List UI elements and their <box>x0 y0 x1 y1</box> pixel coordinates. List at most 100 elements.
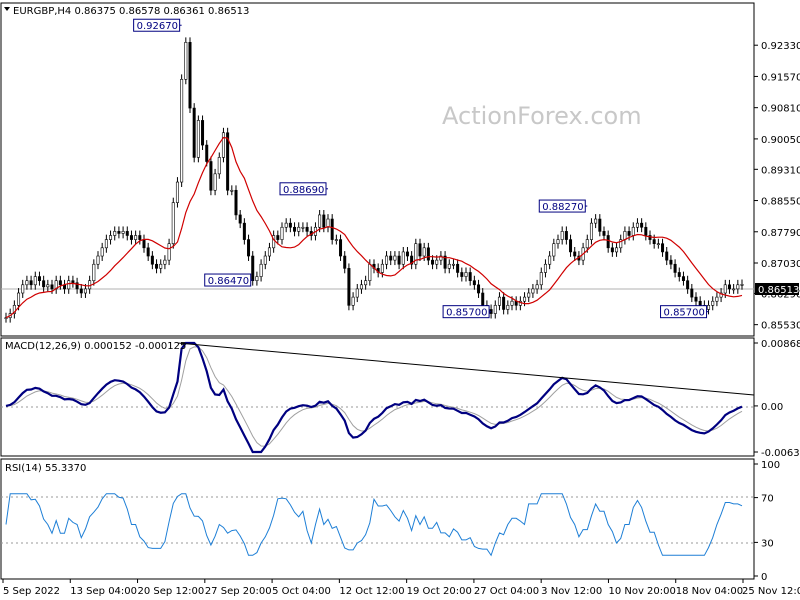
time-axis-label: 27 Sep 20:00 <box>205 586 272 597</box>
price-axis-label: 0.90050 <box>761 135 800 146</box>
candle-body <box>510 300 514 306</box>
macd-axis-label: 0.008686 <box>761 339 800 350</box>
candle-body <box>322 214 326 228</box>
candle-body <box>715 296 719 302</box>
candle-body <box>226 132 230 191</box>
candle-body <box>422 247 426 257</box>
candle-body <box>606 235 610 249</box>
time-axis-label: 12 Oct 12:00 <box>339 586 404 597</box>
candle-body <box>564 231 568 240</box>
candle-body <box>623 231 627 240</box>
candle-body <box>368 263 372 281</box>
candle-body <box>230 189 234 192</box>
candle-body <box>539 272 543 286</box>
candle-body <box>29 280 33 286</box>
candle-body <box>589 222 593 240</box>
candle-body <box>134 235 138 240</box>
time-axis-label: 5 Sep 2022 <box>3 586 60 597</box>
annotation-label: 0.85700 <box>446 308 487 319</box>
candle-body <box>405 251 409 257</box>
candle-body <box>661 243 665 253</box>
candle-body <box>359 284 363 290</box>
candle-body <box>401 251 405 265</box>
macd-panel-frame <box>0 337 755 457</box>
candle-body <box>573 251 577 257</box>
candle-body <box>21 284 25 294</box>
last-price-badge: 0.86513 <box>755 283 799 296</box>
candle-body <box>732 288 736 291</box>
candle-body <box>456 263 460 273</box>
time-axis-label: 3 Nov 12:00 <box>541 586 602 597</box>
candle-body <box>247 239 251 257</box>
rsi-axis-label: 0 <box>761 572 767 583</box>
candle-body <box>364 280 368 286</box>
candle-body <box>180 79 184 183</box>
price-axis-label: 0.91570 <box>761 72 800 83</box>
candle-body <box>410 255 414 265</box>
candle-body <box>460 272 464 277</box>
candle-body <box>468 272 472 281</box>
price-axis-label: 0.87790 <box>761 228 800 239</box>
annotation-label: 0.86470 <box>208 276 249 287</box>
candle-body <box>690 288 694 298</box>
candle-body <box>439 255 443 261</box>
candle-body <box>464 272 468 277</box>
header-arrow-icon <box>4 7 10 11</box>
candle-body <box>205 144 209 162</box>
candle-body <box>234 189 238 216</box>
candle-body <box>506 305 510 310</box>
candle-body <box>92 263 96 281</box>
candle-body <box>71 280 75 284</box>
rsi-header: RSI(14) 55.3370 <box>5 463 86 474</box>
candle-body <box>598 218 602 232</box>
candle-body <box>669 259 673 265</box>
annotation-label: 0.88690 <box>283 185 324 196</box>
rsi-axis-label: 70 <box>761 494 774 505</box>
time-axis-label: 10 Nov 20:00 <box>608 586 675 597</box>
candle-body <box>305 226 309 232</box>
candle-body <box>217 157 221 175</box>
candle-body <box>635 222 639 228</box>
candle-body <box>610 247 614 253</box>
candle-body <box>727 284 731 290</box>
candle-body <box>109 235 113 240</box>
price-axis-label: 0.85530 <box>761 321 800 332</box>
candle-body <box>552 243 556 257</box>
candle-body <box>397 255 401 265</box>
candle-body <box>451 263 455 266</box>
macd-header: MACD(12,26,9) 0.000152 -0.000125 <box>5 341 186 352</box>
candle-body <box>284 222 288 228</box>
macd-axis-label: -0.006363 <box>761 448 800 459</box>
candle-body <box>435 259 439 265</box>
candle-body <box>33 276 37 286</box>
candle-body <box>711 300 715 306</box>
candle-body <box>129 235 133 240</box>
svg-text:0.86513: 0.86513 <box>758 285 799 296</box>
price-annotations: 0.92670 0.88690 0.86470 0.88270 0.85700 0.857… <box>133 18 709 319</box>
candle-body <box>293 226 297 232</box>
candle-body <box>640 222 644 228</box>
candle-body <box>543 263 547 273</box>
candle-body <box>113 231 117 236</box>
candle-body <box>355 288 359 298</box>
candle-body <box>535 284 539 290</box>
candle-body <box>175 181 179 203</box>
candle-body <box>493 305 497 314</box>
candle-body <box>426 247 430 261</box>
annotation-label: 0.85700 <box>664 308 705 319</box>
candle-body <box>477 284 481 294</box>
candle-body <box>96 255 100 265</box>
candle-body <box>263 255 267 265</box>
candle-body <box>523 296 527 302</box>
candle-body <box>167 243 171 261</box>
candle-body <box>594 218 598 224</box>
candle-body <box>347 268 351 306</box>
moving-average-line <box>5 136 743 319</box>
candle-body <box>46 284 50 288</box>
candle-body <box>67 280 71 290</box>
candle-body <box>318 214 322 228</box>
candle-body <box>12 305 16 314</box>
candle-body <box>17 292 21 306</box>
